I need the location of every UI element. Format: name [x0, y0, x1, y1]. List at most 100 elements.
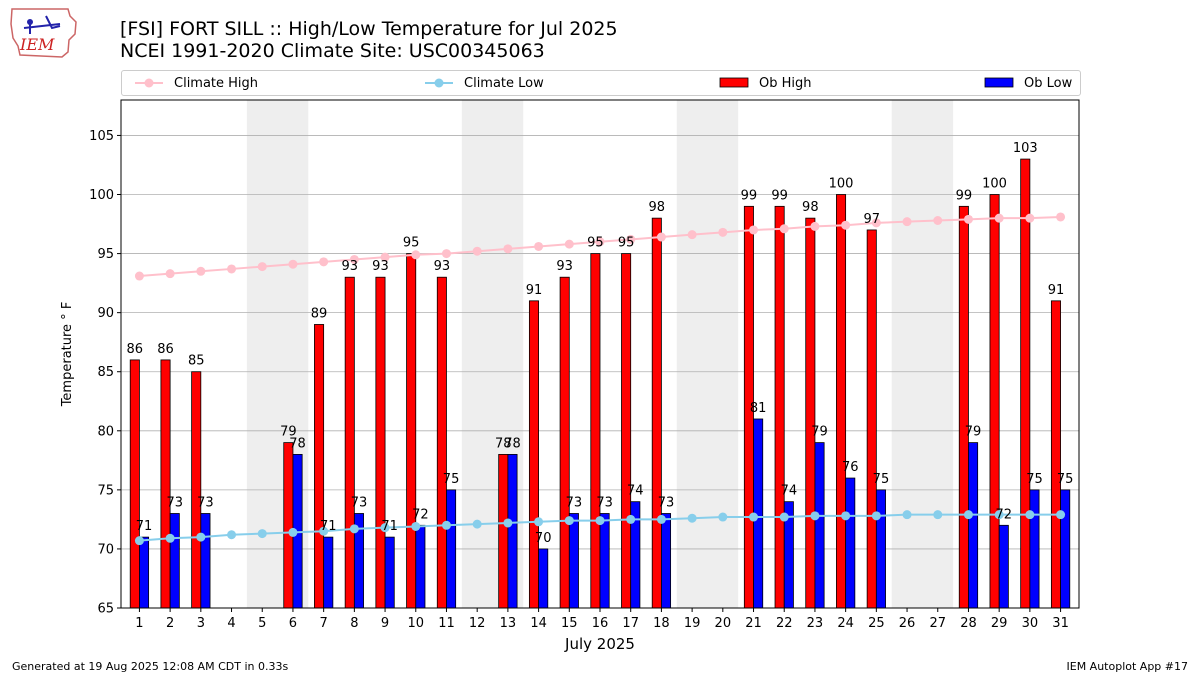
- label-ob-high: 103: [1013, 141, 1038, 156]
- climate-low-point: [994, 510, 1004, 520]
- climate-high-point: [810, 221, 820, 231]
- climate-high-point: [349, 254, 359, 264]
- legend-item-ob-low: Ob Low: [984, 71, 1072, 95]
- x-tick-label: 2: [166, 616, 174, 631]
- legend-item-climate-high: Climate High: [134, 71, 258, 95]
- footer-app: IEM Autoplot App #17: [1066, 660, 1189, 673]
- x-tick-label: 14: [530, 616, 547, 631]
- label-ob-high: 97: [863, 212, 880, 227]
- label-ob-high: 78: [495, 436, 512, 451]
- x-tick-label: 4: [227, 616, 235, 631]
- label-ob-high: 100: [982, 177, 1007, 192]
- bar-ob-low: [875, 489, 886, 609]
- label-ob-high: 95: [403, 236, 420, 251]
- legend-item-ob-high: Ob High: [719, 71, 812, 95]
- label-ob-low: 75: [1026, 472, 1043, 487]
- bar-ob-low: [415, 524, 426, 609]
- bar-ob-high: [406, 253, 417, 609]
- label-ob-low: 79: [811, 425, 828, 440]
- x-tick-label: 12: [469, 616, 486, 631]
- climate-high-point: [165, 269, 175, 279]
- bar-ob-high: [805, 217, 816, 609]
- climate-low-point: [687, 513, 697, 523]
- x-tick-label: 29: [991, 616, 1008, 631]
- bar-ob-low: [599, 513, 610, 609]
- climate-low-point: [349, 524, 359, 534]
- bar-ob-high: [375, 276, 386, 609]
- label-ob-high: 99: [956, 188, 973, 203]
- label-ob-high: 79: [280, 425, 297, 440]
- x-tick-label: 18: [653, 616, 670, 631]
- x-tick-label: 16: [592, 616, 609, 631]
- chart-subtitle: NCEI 1991-2020 Climate Site: USC00345063: [120, 40, 545, 62]
- y-tick-label: 100: [89, 188, 114, 203]
- climate-high-point: [196, 266, 206, 276]
- chart-title: [FSI] FORT SILL :: High/Low Temperature …: [120, 18, 618, 40]
- label-ob-high: 95: [618, 236, 635, 251]
- data-labels: 86 86 85 79 89 93 93 95 93 78 91 93 95 95 98 99 99 98 100 9…: [127, 141, 1074, 546]
- climate-low-point: [380, 523, 390, 533]
- climate-low-point: [196, 532, 206, 542]
- climate-low-point: [441, 520, 451, 530]
- climate-high-point: [963, 214, 973, 224]
- climate-high-point: [871, 218, 881, 228]
- climate-high-point: [441, 249, 451, 259]
- label-ob-high: 99: [771, 188, 788, 203]
- legend-swatch-climate-low: [425, 78, 453, 88]
- label-ob-high: 91: [526, 283, 543, 298]
- label-ob-high: 86: [157, 342, 174, 357]
- bar-ob-low: [845, 477, 856, 609]
- bar-ob-high: [129, 359, 140, 609]
- weekend-band: [676, 100, 739, 608]
- climate-low-point: [534, 517, 544, 527]
- climate-low-point: [933, 510, 943, 520]
- x-tick-label: 15: [561, 616, 578, 631]
- bar-ob-low: [568, 513, 579, 609]
- climate-low-point: [871, 511, 881, 521]
- x-tick-label: 27: [929, 616, 946, 631]
- climate-lines: [134, 212, 1066, 546]
- y-tick-label: 75: [97, 483, 114, 498]
- x-tick-label: 9: [381, 616, 389, 631]
- climate-high-point: [902, 217, 912, 227]
- climate-low-point: [257, 529, 267, 539]
- label-ob-low: 72: [995, 507, 1012, 522]
- y-axis-label: Temperature ° F: [60, 302, 75, 408]
- climate-high-point: [841, 220, 851, 230]
- legend-swatch-ob-low: [984, 77, 1014, 88]
- legend-label-climate-high: Climate High: [174, 75, 259, 91]
- x-tick-label: 22: [776, 616, 793, 631]
- climate-high-point: [595, 237, 605, 247]
- climate-low-point: [411, 521, 421, 531]
- climate-high-point: [564, 239, 574, 249]
- label-ob-low: 71: [320, 519, 337, 534]
- bar-ob-low: [814, 442, 825, 609]
- climate-high-point: [687, 230, 697, 240]
- label-ob-low: 76: [842, 460, 859, 475]
- label-ob-high: 98: [802, 200, 819, 215]
- climate-low-point: [1025, 510, 1035, 520]
- climate-low-point: [963, 510, 973, 520]
- bar-ob-low: [139, 536, 150, 609]
- label-ob-low: 73: [197, 495, 214, 510]
- label-ob-low: 75: [873, 472, 890, 487]
- bar-ob-high: [160, 359, 171, 609]
- bar-ob-high: [559, 276, 570, 609]
- bar-ob-high: [590, 253, 601, 609]
- label-ob-low: 75: [443, 472, 460, 487]
- y-tick-label: 80: [97, 424, 114, 439]
- legend-label-climate-low: Climate Low: [464, 75, 544, 91]
- bar-ob-low: [968, 442, 979, 609]
- bar-ob-low: [384, 536, 395, 609]
- label-ob-low: 73: [566, 495, 583, 510]
- chart-legend: Climate High Climate Low Ob High Ob Low: [121, 70, 1081, 96]
- x-tick-label: 8: [350, 616, 358, 631]
- x-tick-label: 21: [745, 616, 762, 631]
- bar-ob-low: [661, 513, 672, 609]
- climate-high-point: [656, 232, 666, 242]
- climate-low-point: [595, 516, 605, 526]
- y-tick-label: 85: [97, 365, 114, 380]
- x-tick-label: 5: [258, 616, 266, 631]
- bar-ob-high: [836, 194, 847, 609]
